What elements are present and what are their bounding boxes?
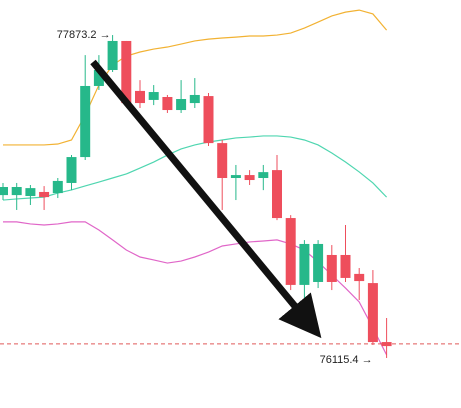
candle-body: [313, 243, 324, 282]
candle-body: [354, 273, 365, 282]
candle-body: [258, 172, 269, 179]
candle-body: [340, 254, 351, 278]
candle-body: [272, 170, 282, 219]
candle-body: [135, 90, 145, 104]
low-label: 76115.4 →: [320, 354, 373, 366]
high-label: 77873.2 →: [57, 29, 111, 41]
candle-body: [217, 143, 228, 179]
candle-body: [203, 96, 214, 144]
candle-body: [189, 94, 200, 104]
band-line: [3, 9, 388, 146]
candle-body: [66, 157, 77, 183]
candle-body: [148, 92, 159, 100]
candle-body: [121, 40, 132, 104]
candle-body: [80, 85, 91, 158]
trend-arrow: [90, 59, 322, 339]
band-line: [3, 221, 388, 356]
candle-body: [230, 175, 241, 179]
candle-body: [93, 69, 104, 86]
candle-body: [107, 40, 118, 70]
candle-body: [39, 191, 50, 198]
candle-body: [162, 96, 173, 111]
candle-body: [0, 187, 8, 196]
candle-body: [176, 99, 187, 111]
candle-body: [25, 188, 36, 197]
candle-body: [52, 180, 63, 194]
candle-body: [299, 243, 310, 285]
candle-body: [367, 283, 378, 343]
candle-body: [326, 254, 337, 282]
candle-body: [285, 218, 296, 285]
band-line: [2, 135, 388, 201]
candle-body: [244, 175, 255, 181]
candle-body: [381, 342, 392, 347]
candle-body: [11, 187, 22, 196]
